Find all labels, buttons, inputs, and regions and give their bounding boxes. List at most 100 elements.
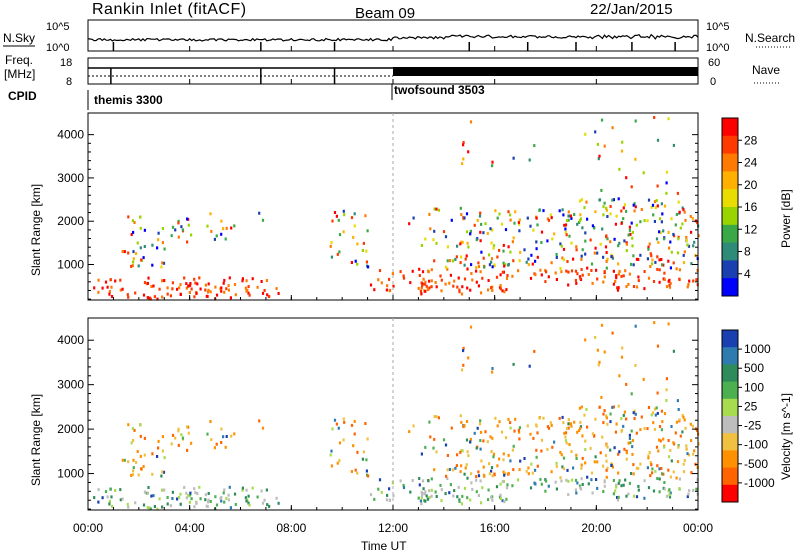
range-cell bbox=[672, 143, 675, 147]
range-cell bbox=[631, 452, 634, 456]
range-cell bbox=[247, 501, 250, 505]
range-cell bbox=[484, 222, 487, 226]
range-cell bbox=[223, 488, 226, 492]
range-cell bbox=[435, 241, 438, 245]
range-cell bbox=[500, 222, 504, 226]
range-cell bbox=[603, 409, 606, 413]
range-cell bbox=[160, 265, 163, 269]
range-cell bbox=[568, 234, 571, 238]
range-cell bbox=[612, 492, 615, 496]
velocity-colorbar-tick-label: -100 bbox=[744, 438, 768, 452]
range-cell bbox=[609, 212, 612, 216]
range-cell bbox=[580, 405, 583, 409]
range-cell bbox=[143, 228, 146, 232]
range-cell bbox=[603, 270, 606, 273]
range-cell bbox=[616, 286, 619, 290]
range-cell bbox=[205, 294, 208, 298]
range-cell bbox=[478, 214, 482, 218]
range-cell bbox=[329, 244, 332, 248]
power-colorbar-swatch bbox=[722, 207, 738, 226]
range-cell bbox=[424, 237, 427, 241]
range-cell bbox=[519, 250, 522, 254]
range-cell bbox=[195, 501, 198, 505]
range-cell bbox=[466, 450, 469, 454]
range-cell bbox=[660, 202, 663, 206]
range-cell bbox=[517, 428, 520, 432]
range-cell bbox=[377, 487, 380, 491]
range-cell bbox=[126, 293, 129, 297]
range-cell bbox=[648, 451, 651, 454]
velocity-colorbar-swatch bbox=[722, 450, 738, 469]
range-cell bbox=[682, 415, 685, 419]
range-cell bbox=[177, 443, 180, 447]
range-cell bbox=[677, 445, 680, 449]
range-cell bbox=[684, 218, 687, 222]
range-cell bbox=[412, 216, 415, 220]
range-cell bbox=[166, 502, 169, 506]
range-cell bbox=[602, 205, 605, 209]
range-cell bbox=[448, 468, 452, 471]
range-cell bbox=[632, 285, 636, 288]
range-cell bbox=[628, 225, 631, 229]
range-cell bbox=[622, 217, 625, 221]
range-cell bbox=[655, 445, 659, 449]
range-cell bbox=[658, 490, 661, 494]
range-cell bbox=[590, 478, 593, 482]
range-cell bbox=[507, 453, 510, 457]
range-cell bbox=[654, 260, 657, 264]
range-cell bbox=[594, 130, 597, 134]
y-tick-label: 3000 bbox=[57, 378, 84, 392]
nave-fill bbox=[393, 67, 698, 76]
range-cell bbox=[647, 456, 650, 460]
range-cell bbox=[646, 219, 649, 223]
noise-line bbox=[87, 33, 699, 42]
range-cell bbox=[462, 349, 465, 353]
range-cell bbox=[130, 233, 133, 236]
nave-label: Nave bbox=[752, 63, 780, 77]
date-title: 22/Jan/2015 bbox=[590, 1, 673, 18]
range-cell bbox=[529, 486, 533, 490]
range-cell bbox=[461, 285, 464, 289]
range-cell bbox=[222, 435, 225, 439]
range-cell bbox=[465, 438, 469, 442]
range-cell bbox=[156, 507, 159, 511]
range-cell bbox=[263, 498, 266, 502]
range-cell bbox=[547, 426, 551, 430]
range-cell bbox=[650, 254, 653, 258]
range-cell bbox=[633, 409, 636, 413]
range-cell bbox=[546, 425, 549, 429]
range-cell bbox=[136, 450, 139, 453]
range-cell bbox=[570, 424, 573, 428]
range-cell bbox=[135, 460, 138, 464]
range-cell bbox=[465, 212, 469, 216]
range-cell bbox=[435, 207, 438, 211]
range-cell bbox=[540, 438, 544, 442]
range-cell bbox=[229, 506, 232, 510]
velocity-colorbar-swatch bbox=[722, 416, 738, 434]
range-cell bbox=[672, 349, 675, 353]
cpid-strip: CPID themis 3300 twofsound 3503 bbox=[8, 83, 485, 110]
range-cell bbox=[653, 407, 657, 411]
range-cell bbox=[570, 478, 574, 482]
range-cell bbox=[227, 493, 230, 497]
range-cell bbox=[263, 289, 266, 292]
range-cell bbox=[488, 263, 491, 267]
freq-tick-bottom: 8 bbox=[66, 76, 72, 88]
range-cell bbox=[692, 279, 695, 283]
range-cell bbox=[251, 277, 254, 281]
range-cell bbox=[185, 282, 188, 286]
range-cell bbox=[553, 232, 556, 236]
range-cell bbox=[421, 479, 425, 483]
range-cell bbox=[119, 278, 122, 282]
range-cell bbox=[617, 262, 620, 266]
range-cell bbox=[512, 362, 515, 366]
range-cell bbox=[353, 432, 356, 436]
range-cell bbox=[579, 217, 582, 221]
range-cell bbox=[617, 272, 620, 276]
range-cell bbox=[690, 439, 693, 442]
range-cell bbox=[637, 466, 640, 470]
range-cell bbox=[655, 406, 658, 410]
range-cell bbox=[142, 293, 146, 297]
range-cell bbox=[533, 144, 536, 148]
range-cell bbox=[569, 422, 572, 426]
